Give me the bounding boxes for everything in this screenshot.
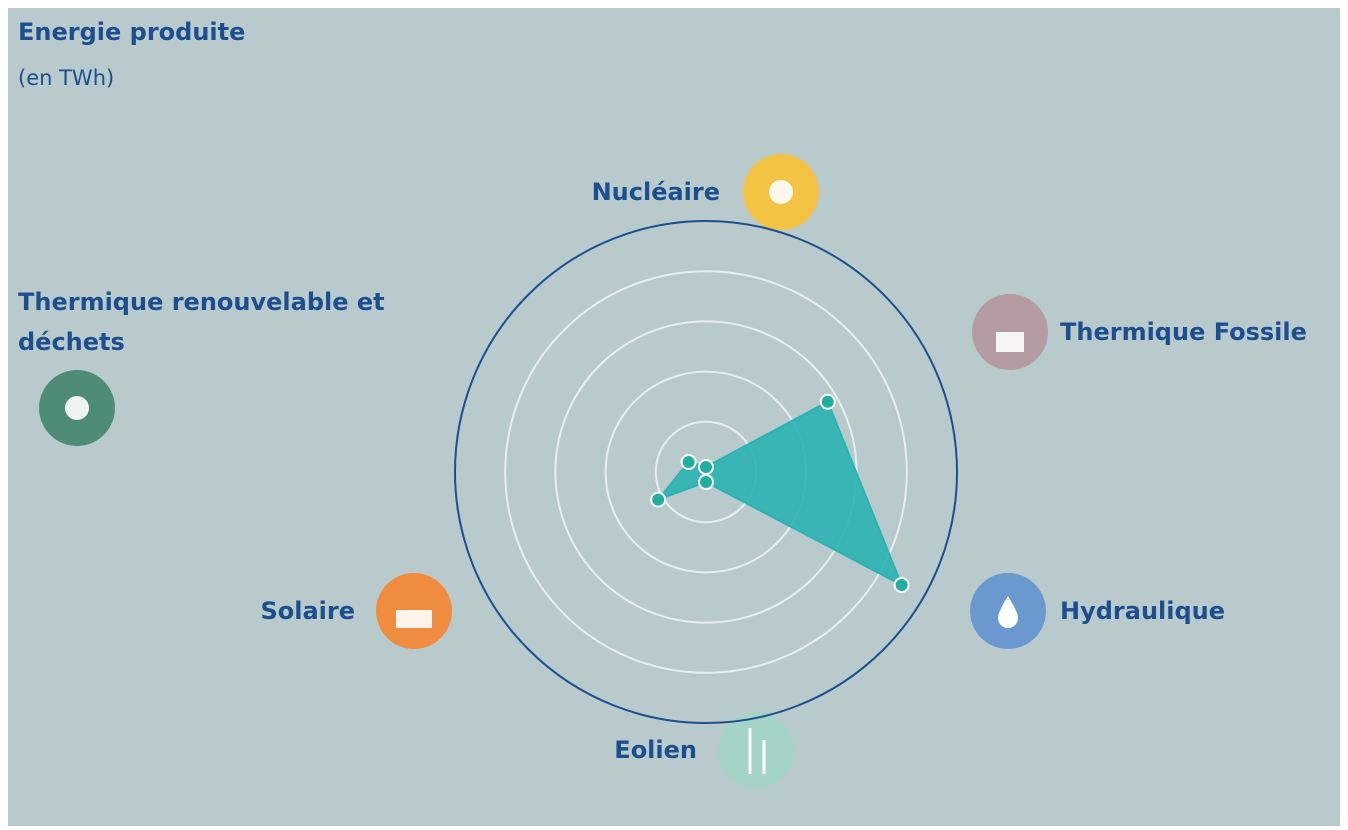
category-label: Thermique renouvelable et déchets [18, 288, 385, 356]
icon-panels [396, 610, 432, 628]
category-label: Solaire [260, 597, 355, 625]
grid-ring [504, 270, 908, 674]
panel [8, 8, 1340, 826]
chart-title: Energie produite [18, 18, 246, 46]
radar-point [680, 453, 697, 470]
category-label: Nucléaire [591, 178, 720, 206]
icons [39, 154, 1048, 788]
outer-ring [454, 220, 958, 724]
icon-factory [996, 332, 1024, 352]
radar-point [819, 393, 836, 410]
radar-point [893, 576, 910, 593]
radar-point [698, 474, 714, 491]
category-label: Thermique Fossile [1060, 318, 1307, 346]
radar-area [655, 400, 904, 588]
icon-wind [718, 712, 794, 788]
icon-bulb [65, 396, 89, 420]
radar-point [698, 458, 714, 475]
icon-turbines [748, 728, 766, 774]
chart-subtitle: (en TWh) [18, 66, 115, 90]
icon-atom [769, 180, 793, 204]
icon-drop [998, 596, 1018, 628]
category-label: Hydraulique [1060, 597, 1226, 625]
radar-point [650, 491, 667, 508]
category-label: Eolien [614, 736, 697, 764]
